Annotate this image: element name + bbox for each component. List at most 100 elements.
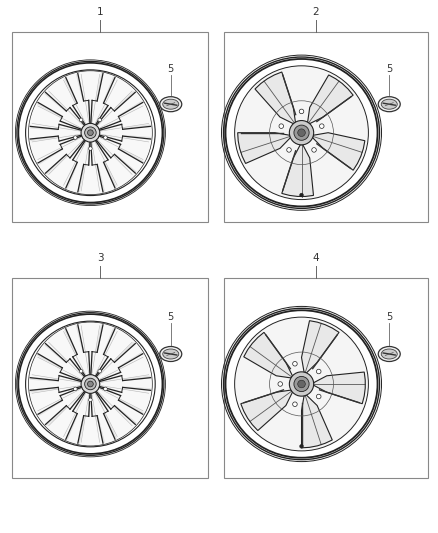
- Ellipse shape: [378, 346, 400, 361]
- Polygon shape: [30, 124, 82, 131]
- Bar: [12, 278, 208, 478]
- Circle shape: [74, 136, 77, 140]
- Ellipse shape: [378, 96, 400, 112]
- Polygon shape: [37, 354, 82, 381]
- Circle shape: [294, 376, 309, 392]
- Text: 5: 5: [168, 64, 174, 74]
- Circle shape: [294, 125, 309, 140]
- Circle shape: [74, 387, 77, 391]
- Polygon shape: [76, 325, 90, 375]
- Text: 4: 4: [312, 253, 319, 263]
- Circle shape: [81, 123, 100, 142]
- Polygon shape: [99, 386, 151, 392]
- Circle shape: [300, 193, 304, 197]
- Polygon shape: [238, 133, 290, 164]
- Polygon shape: [99, 101, 143, 130]
- Text: 5: 5: [386, 312, 392, 322]
- Polygon shape: [66, 140, 86, 189]
- Polygon shape: [44, 92, 85, 126]
- Polygon shape: [301, 395, 332, 448]
- Polygon shape: [99, 375, 151, 382]
- Polygon shape: [95, 77, 115, 125]
- Circle shape: [293, 361, 297, 366]
- Polygon shape: [38, 387, 82, 416]
- Polygon shape: [37, 102, 82, 130]
- Polygon shape: [95, 140, 117, 188]
- Circle shape: [235, 66, 368, 199]
- Polygon shape: [301, 321, 339, 373]
- Polygon shape: [282, 145, 314, 197]
- Polygon shape: [91, 73, 103, 124]
- Polygon shape: [244, 333, 293, 378]
- Polygon shape: [99, 123, 151, 131]
- Circle shape: [300, 445, 304, 448]
- Polygon shape: [95, 342, 135, 377]
- Polygon shape: [64, 77, 86, 126]
- Polygon shape: [38, 136, 82, 165]
- Text: 5: 5: [386, 64, 392, 74]
- Circle shape: [319, 124, 324, 128]
- Circle shape: [98, 118, 102, 122]
- Circle shape: [317, 369, 321, 374]
- Polygon shape: [30, 376, 82, 382]
- Polygon shape: [307, 75, 353, 124]
- Circle shape: [28, 322, 152, 446]
- Circle shape: [79, 118, 83, 122]
- Polygon shape: [46, 140, 85, 175]
- Ellipse shape: [163, 349, 179, 359]
- Circle shape: [85, 378, 96, 390]
- Text: 3: 3: [97, 253, 103, 263]
- Circle shape: [81, 375, 100, 393]
- Circle shape: [79, 369, 83, 373]
- Polygon shape: [99, 135, 144, 163]
- Circle shape: [279, 124, 283, 128]
- Circle shape: [290, 372, 314, 396]
- Circle shape: [298, 380, 305, 388]
- Polygon shape: [99, 387, 144, 414]
- Polygon shape: [95, 391, 117, 439]
- Polygon shape: [95, 328, 115, 377]
- Polygon shape: [313, 133, 365, 170]
- Polygon shape: [78, 393, 90, 443]
- Circle shape: [290, 120, 314, 145]
- Polygon shape: [91, 393, 105, 443]
- Bar: [224, 278, 428, 478]
- Circle shape: [317, 394, 321, 399]
- Ellipse shape: [163, 99, 179, 109]
- Polygon shape: [95, 91, 135, 126]
- Circle shape: [104, 136, 107, 140]
- Circle shape: [235, 317, 368, 451]
- Circle shape: [287, 148, 291, 152]
- Text: 1: 1: [97, 7, 103, 17]
- Ellipse shape: [381, 349, 397, 359]
- Circle shape: [88, 398, 92, 402]
- Polygon shape: [76, 74, 90, 124]
- Polygon shape: [91, 141, 105, 192]
- Circle shape: [104, 387, 107, 391]
- Circle shape: [293, 402, 297, 407]
- Circle shape: [88, 147, 92, 150]
- Bar: [12, 32, 208, 222]
- Circle shape: [85, 127, 96, 139]
- Polygon shape: [30, 135, 82, 142]
- Ellipse shape: [381, 99, 397, 109]
- Polygon shape: [96, 391, 137, 424]
- Polygon shape: [255, 72, 296, 124]
- Ellipse shape: [160, 346, 182, 361]
- Polygon shape: [30, 386, 82, 393]
- Circle shape: [88, 130, 93, 135]
- Circle shape: [298, 129, 305, 136]
- Circle shape: [278, 382, 283, 386]
- Polygon shape: [91, 325, 103, 375]
- Polygon shape: [96, 139, 137, 173]
- Circle shape: [88, 381, 93, 387]
- Bar: [224, 32, 428, 222]
- Circle shape: [299, 109, 304, 114]
- Polygon shape: [99, 352, 143, 381]
- Polygon shape: [44, 344, 85, 377]
- Circle shape: [28, 71, 152, 195]
- Circle shape: [312, 148, 316, 152]
- Polygon shape: [66, 391, 86, 440]
- Ellipse shape: [160, 96, 182, 112]
- Circle shape: [98, 369, 102, 373]
